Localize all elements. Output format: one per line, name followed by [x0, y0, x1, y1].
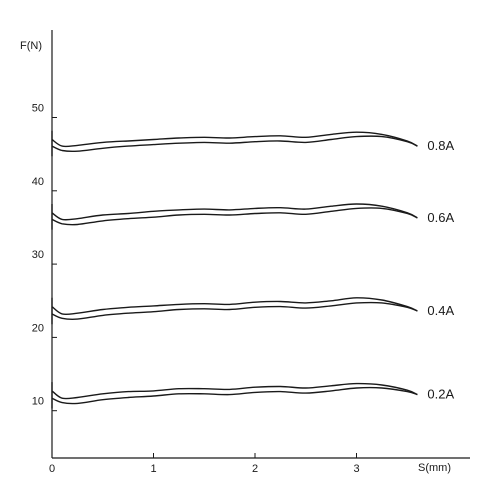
x-tick-label: 1 — [150, 463, 156, 475]
series-curve-upper — [51, 382, 418, 409]
series-curve-upper — [51, 130, 418, 157]
x-tick-label: 3 — [353, 463, 359, 475]
series-curve-upper — [51, 297, 418, 325]
series-curve-upper — [51, 203, 418, 230]
series-label: 0.6A — [427, 210, 454, 225]
series-curve-lower — [51, 301, 418, 321]
series-curve-lower — [51, 207, 418, 226]
ticks: 0 1 2 3 10 20 30 40 50 — [32, 103, 360, 476]
x-axis-label: S(mm) — [418, 462, 451, 474]
series-label: 0.8A — [427, 138, 454, 153]
y-tick-label: 40 — [32, 176, 44, 188]
x-tick-label: 0 — [49, 463, 55, 475]
curves — [51, 130, 418, 409]
series-curve-lower — [51, 386, 418, 405]
series-label: 0.4A — [427, 303, 454, 318]
y-axis-label: F(N) — [20, 40, 42, 52]
series-labels: 0.2A 0.4A 0.6A 0.8A — [427, 138, 454, 401]
axes: F(N) S(mm) — [20, 30, 470, 474]
y-tick-label: 20 — [32, 322, 44, 334]
y-tick-label: 50 — [32, 103, 44, 115]
series-label: 0.2A — [427, 387, 454, 402]
y-tick-label: 30 — [32, 249, 44, 261]
series-curve-lower — [51, 135, 418, 153]
y-tick-label: 10 — [32, 396, 44, 408]
x-tick-label: 2 — [252, 463, 258, 475]
